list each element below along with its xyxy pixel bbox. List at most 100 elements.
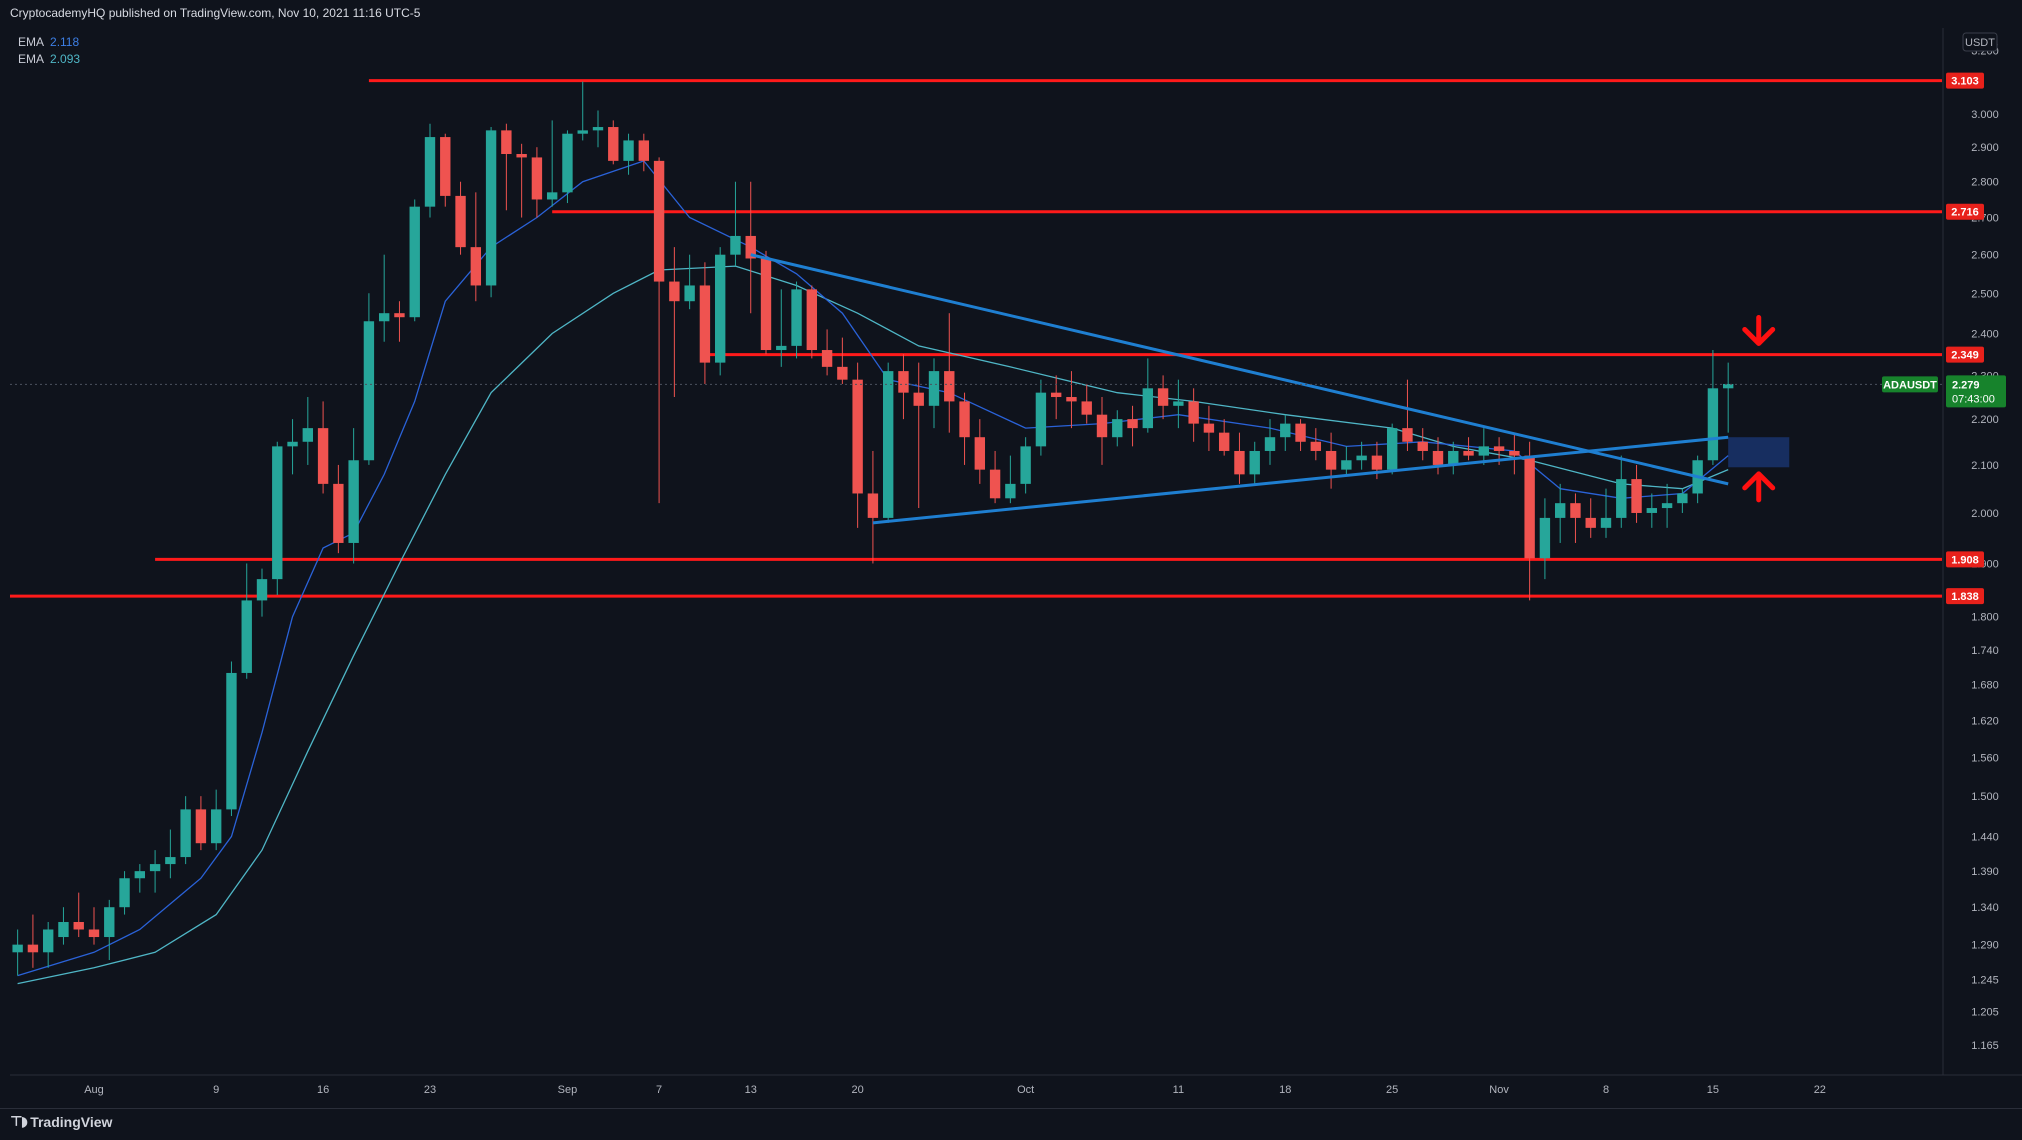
candle-down[interactable] — [669, 247, 680, 398]
candle-up[interactable] — [730, 181, 741, 267]
tradingview-brand[interactable]: ⊤◗ TradingView — [10, 1114, 112, 1130]
candle-up[interactable] — [485, 127, 497, 298]
candle-up[interactable] — [272, 441, 283, 596]
currency-button[interactable] — [1962, 32, 1998, 52]
candle-down[interactable] — [1585, 498, 1596, 538]
candle-up[interactable] — [714, 247, 726, 376]
candle-down[interactable] — [27, 914, 39, 968]
candle-down[interactable] — [989, 450, 1001, 504]
candle-up[interactable] — [1020, 437, 1031, 494]
candle-down[interactable] — [821, 329, 833, 376]
candle-up[interactable] — [1616, 455, 1627, 528]
candle-down[interactable] — [608, 120, 619, 165]
candle-up[interactable] — [928, 358, 940, 429]
candle-down[interactable] — [1218, 419, 1230, 456]
candle-down[interactable] — [1432, 437, 1444, 475]
candle-down[interactable] — [1402, 379, 1413, 451]
candle-up[interactable] — [363, 293, 375, 465]
ema-legend-row-1[interactable]: EMA 2.118 — [18, 34, 86, 51]
candle-up[interactable] — [1280, 414, 1291, 451]
candle-up[interactable] — [1707, 350, 1719, 465]
candle-up[interactable] — [378, 254, 390, 342]
candle-down[interactable] — [73, 892, 84, 938]
candle-up[interactable] — [684, 254, 695, 310]
candle-up[interactable] — [1035, 379, 1047, 456]
ema-legend-row-2[interactable]: EMA 2.093 — [18, 51, 86, 68]
candle-up[interactable] — [1554, 483, 1566, 543]
candle-up[interactable] — [180, 796, 191, 865]
candle-down[interactable] — [1127, 405, 1138, 447]
candle-up[interactable] — [1356, 441, 1367, 470]
candle-down[interactable] — [88, 907, 100, 945]
candle-up[interactable] — [302, 397, 314, 465]
candle-down[interactable] — [944, 313, 955, 433]
candle-up[interactable] — [1173, 379, 1184, 429]
candle-down[interactable] — [1234, 432, 1245, 484]
candle-up[interactable] — [592, 110, 604, 148]
candle-down[interactable] — [852, 362, 863, 528]
candle-up[interactable] — [577, 81, 588, 141]
candle-up[interactable] — [1677, 488, 1688, 513]
candle-down[interactable] — [806, 285, 818, 359]
candle-down[interactable] — [1417, 428, 1428, 461]
candle-down[interactable] — [653, 157, 665, 504]
candle-up[interactable] — [1264, 419, 1276, 465]
candle-down[interactable] — [1570, 493, 1581, 543]
candle-down[interactable] — [501, 123, 512, 211]
candle-down[interactable] — [867, 450, 879, 564]
candle-down[interactable] — [394, 301, 405, 342]
candle-down[interactable] — [1509, 432, 1520, 475]
candle-down[interactable] — [699, 262, 711, 384]
candle-up[interactable] — [1112, 410, 1123, 447]
candle-up[interactable] — [776, 289, 787, 367]
candle-up[interactable] — [119, 871, 130, 915]
candle-up[interactable] — [424, 123, 436, 218]
candle-up[interactable] — [149, 850, 161, 893]
candle-down[interactable] — [1188, 388, 1199, 442]
candle-up[interactable] — [1722, 362, 1734, 433]
candle-up[interactable] — [134, 864, 146, 893]
candle-up[interactable] — [623, 133, 634, 175]
candle-up[interactable] — [409, 199, 420, 322]
candle-up[interactable] — [882, 362, 894, 523]
candle-down[interactable] — [898, 354, 909, 420]
candle-up[interactable] — [1341, 446, 1352, 475]
trendline[interactable] — [872, 435, 1729, 525]
candle-up[interactable] — [791, 281, 802, 359]
candle-down[interactable] — [1050, 375, 1062, 420]
candle-up[interactable] — [256, 568, 268, 617]
candle-down[interactable] — [470, 192, 482, 302]
candle-down[interactable] — [440, 133, 451, 207]
candle-down[interactable] — [974, 419, 986, 484]
candle-down[interactable] — [317, 401, 329, 494]
candle-up[interactable] — [287, 419, 298, 475]
candle-up[interactable] — [546, 120, 558, 207]
candle-down[interactable] — [516, 143, 527, 218]
candle-up[interactable] — [42, 922, 54, 968]
candle-down[interactable] — [760, 250, 772, 355]
candle-up[interactable] — [1600, 488, 1612, 538]
ema-slow-line[interactable] — [17, 265, 1729, 985]
candle-up[interactable] — [1539, 498, 1551, 580]
candle-down[interactable] — [638, 133, 650, 172]
candle-down[interactable] — [1524, 441, 1535, 601]
candle-up[interactable] — [1249, 441, 1260, 484]
candle-up[interactable] — [1386, 423, 1398, 475]
candle-down[interactable] — [837, 337, 848, 384]
candle-down[interactable] — [455, 181, 466, 255]
candle-down[interactable] — [1295, 419, 1306, 451]
candle-up[interactable] — [1646, 493, 1658, 528]
candle-up[interactable] — [210, 789, 222, 851]
candle-up[interactable] — [58, 907, 69, 945]
candle-down[interactable] — [745, 181, 756, 314]
candle-up[interactable] — [241, 563, 252, 679]
candle-up[interactable] — [348, 428, 359, 564]
candle-down[interactable] — [1157, 375, 1169, 420]
candle-down[interactable] — [333, 464, 344, 554]
candle-up[interactable] — [226, 661, 237, 817]
candle-up[interactable] — [1142, 358, 1154, 433]
candle-down[interactable] — [1066, 371, 1077, 429]
candle-down[interactable] — [1096, 397, 1108, 465]
candle-up[interactable] — [562, 130, 573, 204]
